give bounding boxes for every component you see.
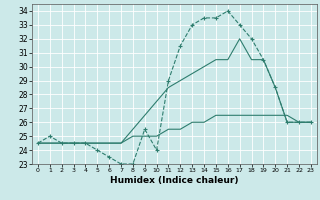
- X-axis label: Humidex (Indice chaleur): Humidex (Indice chaleur): [110, 176, 239, 185]
